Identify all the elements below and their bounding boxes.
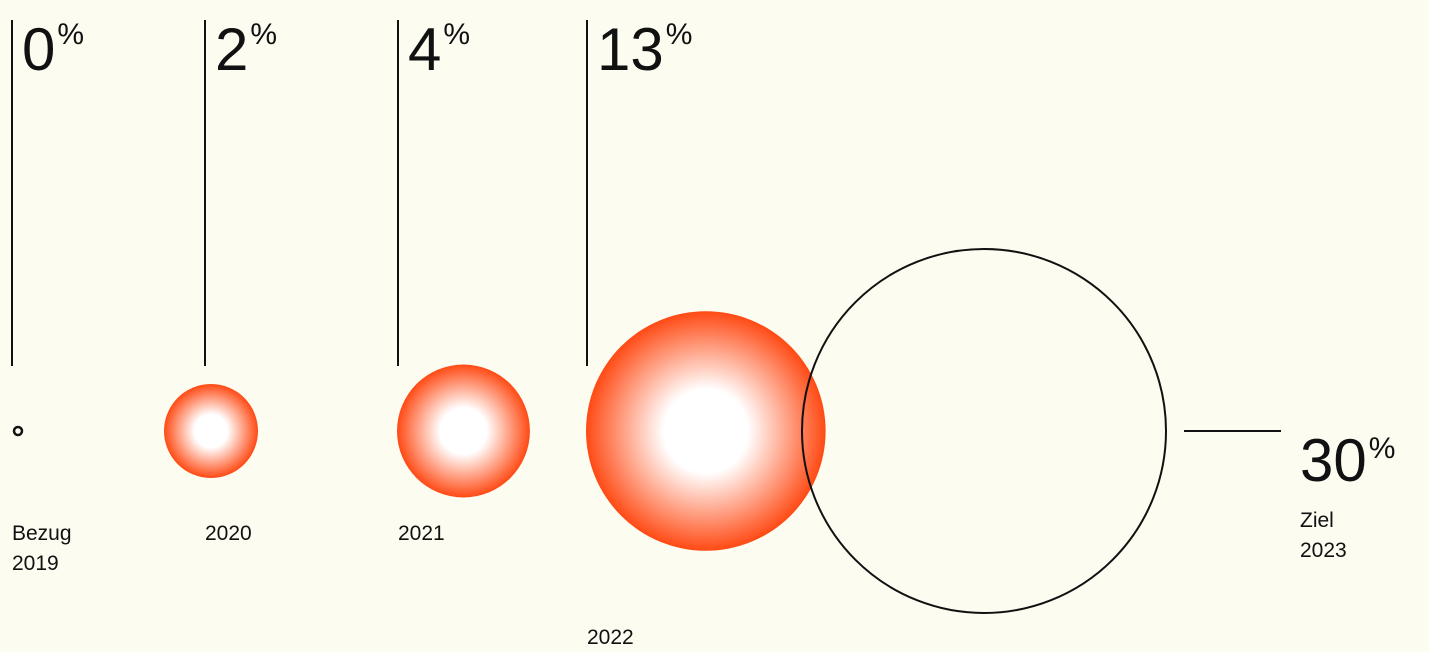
- category-label-2019-0: Bezug: [12, 522, 72, 545]
- category-label-2019-1: 2019: [12, 552, 59, 575]
- value-label-2022: 13: [597, 16, 664, 83]
- unit-label-2022: %: [666, 18, 693, 51]
- unit-label-2023: %: [1369, 432, 1396, 465]
- category-label-2021-0: 2021: [398, 522, 445, 545]
- value-label-2019: 0: [22, 16, 55, 83]
- bubble-2021: [397, 364, 530, 498]
- value-label-2020: 2: [215, 16, 248, 83]
- unit-label-2020: %: [250, 18, 277, 51]
- value-label-2023: 30: [1300, 427, 1367, 494]
- bubble-2023: [801, 248, 1167, 614]
- bubble-2022: [586, 311, 826, 551]
- category-label-2023-0: Ziel: [1300, 509, 1334, 532]
- bubble-2019: [12, 425, 24, 437]
- category-label-2023-1: 2023: [1300, 539, 1347, 562]
- unit-label-2019: %: [57, 18, 84, 51]
- unit-label-2021: %: [443, 18, 470, 51]
- bubble-2020: [164, 384, 258, 478]
- category-label-2020-0: 2020: [205, 522, 252, 545]
- value-label-2021: 4: [408, 16, 441, 83]
- category-label-2022-0: 2022: [587, 626, 634, 649]
